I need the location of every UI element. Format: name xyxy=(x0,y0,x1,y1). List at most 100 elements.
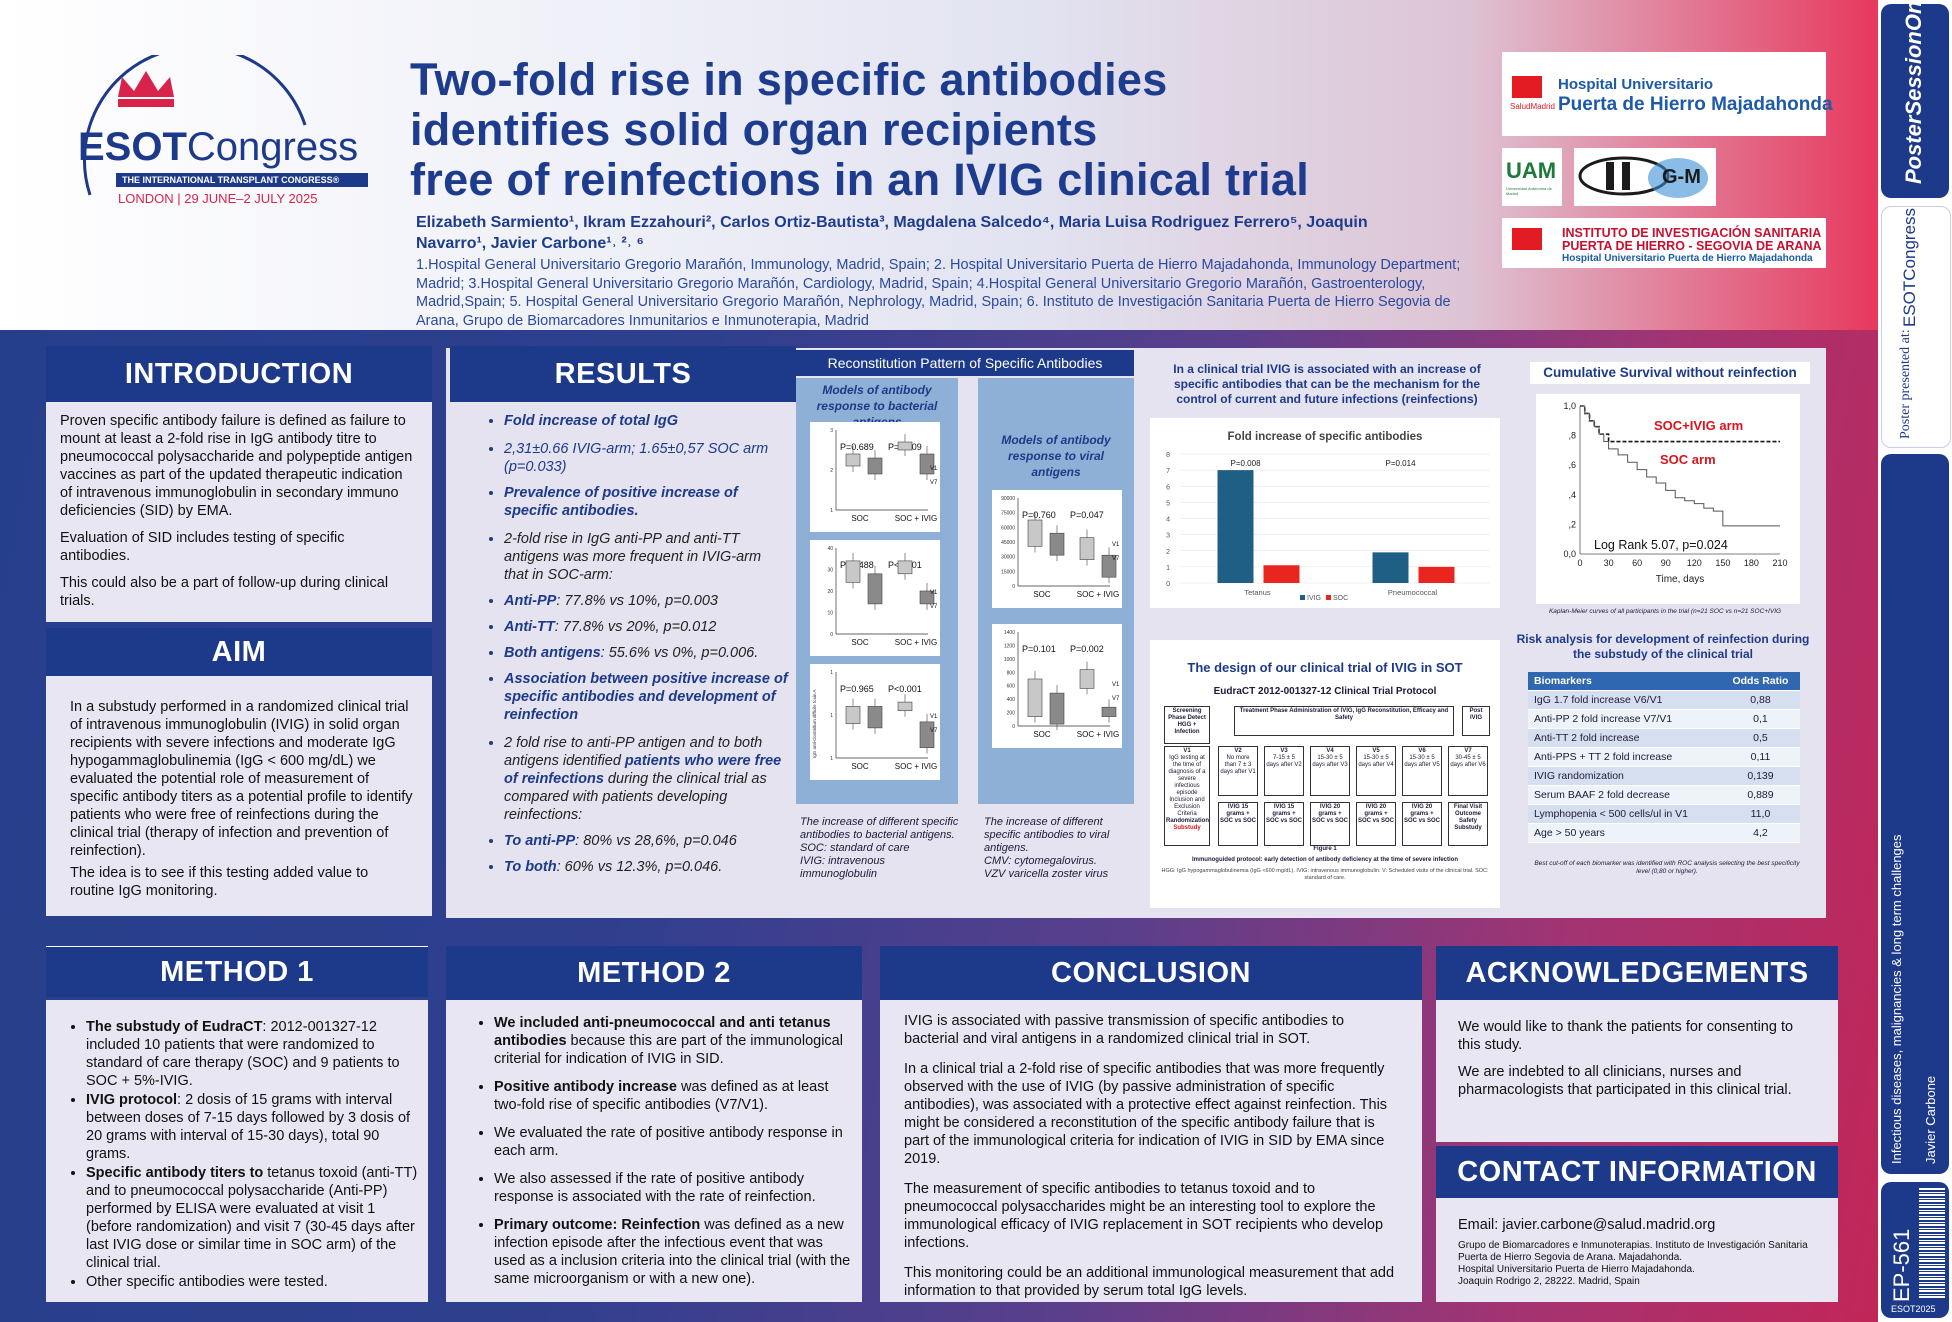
risk-row: IgG 1.7 fold increase V6/V1 0,88 xyxy=(1528,690,1800,710)
results-item: To anti-PP: 80% vs 28,6%, p=0.046 xyxy=(504,832,788,850)
aim-p2: The idea is to see if this testing added… xyxy=(70,865,369,899)
boxplot-box xyxy=(919,590,935,605)
risk-row: Age > 50 years 4,2 xyxy=(1528,823,1800,843)
risk-col-odds: Odds Ratio xyxy=(1720,672,1800,691)
method2-item: We evaluated the rate of positive antibo… xyxy=(494,1124,852,1160)
design-visit-regimen: IVIG 15 grams + SOC vs SOC xyxy=(1218,802,1258,846)
boxplot-ytick: 0 xyxy=(1012,584,1015,590)
congress-name: Congress xyxy=(186,125,359,169)
fold-ytick: 8 xyxy=(1166,452,1170,459)
km-xtick: 90 xyxy=(1661,558,1671,568)
results-item-bold: To both xyxy=(504,859,557,875)
method1-item-text: : 2 dosis of 15 grams with interval betw… xyxy=(86,1092,411,1162)
risk-odds: 0,889 xyxy=(1720,785,1800,805)
boxplot-box xyxy=(867,573,883,605)
fold-legend-swatch xyxy=(1300,595,1305,600)
boxplot-panel: 1 1 1 P=0.965 P<0.001 SOC SOC + IVIG V1 V7 IgG an… xyxy=(810,664,940,780)
boxplot-ylabel: IgG anti-clostridium difficile toxin A xyxy=(812,690,817,758)
boxplot-box xyxy=(919,721,935,748)
design-visit-regimen: Final Visit Outcome Safety Substudy xyxy=(1448,802,1488,846)
km-xtick: 180 xyxy=(1744,558,1759,568)
method1-item: Other specific antibodies were tested. xyxy=(86,1273,418,1291)
fold-bar xyxy=(1263,565,1300,583)
boxplot-ytick: 10 xyxy=(827,611,833,617)
aim-panel: In a substudy performed in a randomized … xyxy=(46,676,432,916)
research-group-logo: G-M xyxy=(1574,148,1716,206)
risk-odds: 0,11 xyxy=(1720,747,1800,767)
barcode-icon xyxy=(1919,1188,1945,1298)
esot-tagline: THE INTERNATIONAL TRANSPLANT CONGRESS® xyxy=(116,173,368,187)
risk-biomarker: Serum BAAF 2 fold decrease xyxy=(1528,785,1721,805)
fold-bar xyxy=(1372,552,1409,583)
design-visit-days: 30-45 ± 5 days after V6 xyxy=(1450,755,1486,768)
conclusion-paragraph: In a clinical trial a 2-fold rise of spe… xyxy=(904,1061,1388,1167)
design-fig-note: HGG: IgG hypogammaglobulinemia (IgG <600… xyxy=(1161,868,1489,881)
viral-caption: The increase of different specific antib… xyxy=(984,816,1110,880)
boxplot-group-label: SOC + IVIG xyxy=(895,638,937,647)
title-line-1: Two-fold rise in specific antibodies xyxy=(410,54,1168,105)
fold-bar xyxy=(1217,470,1254,583)
km-ytick: 0,0 xyxy=(1563,549,1576,559)
results-item-text: 2-fold rise in IgG anti-PP and anti-TT a… xyxy=(504,531,762,583)
boxplot-ytick: 1 xyxy=(830,670,833,676)
fold-ytick: 3 xyxy=(1166,533,1170,540)
contact-email[interactable]: Email: javier.carbone@salud.madrid.org xyxy=(1458,1217,1716,1233)
poster-title: Two-fold rise in specific antibodies ide… xyxy=(410,55,1490,205)
results-item: To both: 60% vs 12.3%, p=0.046. xyxy=(504,858,788,876)
results-item: Both antigens: 55.6% vs 0%, p=0.006. xyxy=(504,644,788,662)
design-visit: V3 7-15 ± 5 days after V2 xyxy=(1264,746,1304,796)
boxplot-group-label: SOC + IVIG xyxy=(1077,730,1119,739)
results-item-bold: Prevalence of positive increase of speci… xyxy=(504,485,738,519)
uam-logo-text: UAM xyxy=(1506,158,1557,183)
results-item-bold: Fold increase of total IgG xyxy=(504,413,679,429)
aim-p1: In a substudy performed in a randomized … xyxy=(70,699,413,859)
group-logo-text: G-M xyxy=(1662,166,1701,188)
risk-biomarker: Anti-PPS + TT 2 fold increase xyxy=(1528,747,1721,767)
method2-item-text: We also assessed if the rate of positive… xyxy=(494,1171,816,1205)
design-v1: V1 IgG testing at the time of diagnosis o… xyxy=(1164,746,1210,846)
topic-label: Infectious diseases, malignancies & long… xyxy=(1889,834,1904,1164)
method2-item: We also assessed if the rate of positive… xyxy=(494,1170,852,1206)
method2-item-text: because this are part of the immunologic… xyxy=(494,1033,843,1067)
results-item-text: 2,31±0.66 IVIG-arm; 1.65±0,57 SOC arm (p… xyxy=(504,441,769,475)
boxplot-ytick: 3 xyxy=(830,428,833,434)
method1-item-bold: IVIG protocol xyxy=(86,1092,178,1108)
km-curve xyxy=(1580,405,1780,527)
boxplot-box xyxy=(897,560,913,575)
results-item: 2 fold rise to anti-PP antigen and to bo… xyxy=(504,734,788,824)
design-screening: Screening Phase Detect HGG + Infection xyxy=(1164,706,1210,744)
boxplot-group-label: SOC xyxy=(851,762,869,771)
boxplot-ytick: 1200 xyxy=(1004,643,1015,649)
boxplot-box xyxy=(897,701,913,712)
km-xtick: 30 xyxy=(1604,558,1614,568)
method1-item-text: : 2012-001327-12 included 10 patients th… xyxy=(86,1019,400,1089)
introduction-p1: Proven specific antibody failure is defi… xyxy=(60,413,413,519)
boxplot-ytick: 60000 xyxy=(1001,525,1015,531)
fold-ytick: 1 xyxy=(1166,565,1170,572)
design-visit-days: 15-30 ± 5 days after V3 xyxy=(1312,755,1348,768)
design-randomization: Randomization xyxy=(1166,818,1209,824)
title-line-2: identifies solid organ recipients xyxy=(410,104,1098,155)
hospital-logo-small: SaludMadrid xyxy=(1510,102,1555,111)
results-item-text: : 55.6% vs 0%, p=0.006. xyxy=(600,645,759,661)
code-badge: EP-561 ESOT2025 xyxy=(1881,1182,1949,1318)
fold-pvalue: P=0.008 xyxy=(1230,459,1261,468)
boxplot-group-label: SOC xyxy=(851,514,869,523)
boxplot-panel: 1400 1200 1000 800 600 400 200 0 P=0.101 P=0.002 S… xyxy=(992,624,1122,748)
km-ytick: 1,0 xyxy=(1563,401,1576,411)
institute-line2: PUERTA DE HIERRO - SEGOVIA DE ARANA xyxy=(1562,239,1822,253)
design-visit-days: 7-15 ± 5 days after V2 xyxy=(1266,755,1302,768)
introduction-p2: Evaluation of SID includes testing of sp… xyxy=(60,530,345,564)
fold-chart-title: Fold increase of specific antibodies xyxy=(1228,431,1423,443)
boxplot-pvalue-2: P=0.047 xyxy=(1070,510,1104,520)
results-item: Prevalence of positive increase of speci… xyxy=(504,484,788,520)
introduction-p3: This could also be a part of follow-up d… xyxy=(60,575,389,609)
design-v1-text: IgG testing at the time of diagnosis of … xyxy=(1168,755,1206,817)
boxplot-box xyxy=(1101,554,1117,578)
boxplot-ytick: 600 xyxy=(1007,684,1016,690)
hospital-logo: SaludMadrid Hospital Universitario Puert… xyxy=(1502,52,1833,136)
km-ytick: ,6 xyxy=(1568,460,1576,470)
risk-title: Risk analysis for development of reinfec… xyxy=(1516,632,1810,661)
results-item-text: : 60% vs 12.3%, p=0.046. xyxy=(556,859,723,875)
